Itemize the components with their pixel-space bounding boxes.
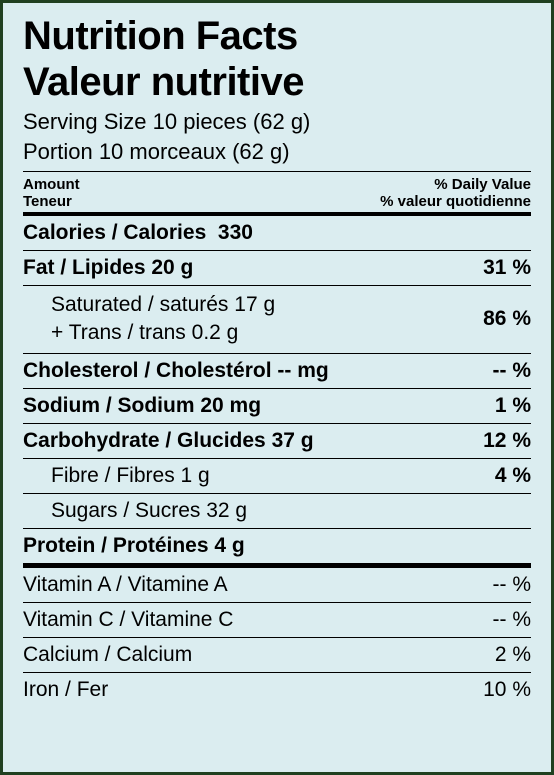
vitamin-label: Iron / Fer <box>23 678 108 702</box>
nutrient-row: Cholesterol / Cholestérol -- mg -- % <box>23 353 531 388</box>
nutrient-pct: 86 % <box>483 307 531 331</box>
amount-fr: Teneur <box>23 193 80 210</box>
serving-en: Serving Size 10 pieces (62 g) <box>23 109 531 135</box>
nutrient-label: Sugars / Sucres 32 g <box>23 499 247 523</box>
nutrient-row: Fat / Lipides 20 g 31 % <box>23 250 531 285</box>
nutrient-pct: -- % <box>493 359 532 383</box>
title-fr: Valeur nutritive <box>23 59 531 105</box>
nutrient-label: Cholesterol / Cholestérol -- mg <box>23 359 329 383</box>
vitamin-row: Calcium / Calcium 2 % <box>23 637 531 672</box>
nutrient-label: Sodium / Sodium 20 mg <box>23 394 261 418</box>
nutrient-row: Carbohydrate / Glucides 37 g 12 % <box>23 423 531 458</box>
divider <box>23 171 531 172</box>
nutrient-row: Saturated / saturés 17 g+ Trans / trans … <box>23 285 531 353</box>
vitamin-pct: -- % <box>493 573 532 597</box>
nutrient-row: Protein / Protéines 4 g <box>23 528 531 563</box>
column-header: Amount Teneur % Daily Value % valeur quo… <box>23 176 531 210</box>
title-en: Nutrition Facts <box>23 13 531 59</box>
vitamin-label: Calcium / Calcium <box>23 643 192 667</box>
amount-en: Amount <box>23 176 80 193</box>
nutrient-label: Carbohydrate / Glucides 37 g <box>23 429 314 453</box>
nutrient-pct: 12 % <box>483 429 531 453</box>
nutrient-pct: 1 % <box>495 394 531 418</box>
nutrient-label: Fibre / Fibres 1 g <box>23 464 210 488</box>
vitamin-row: Iron / Fer 10 % <box>23 672 531 707</box>
vitamin-row: Vitamin C / Vitamine C -- % <box>23 602 531 637</box>
vitamin-pct: 2 % <box>495 643 531 667</box>
nutrient-row: Fibre / Fibres 1 g 4 % <box>23 458 531 493</box>
nutrient-label: Fat / Lipides 20 g <box>23 256 193 280</box>
nutrient-row: Sodium / Sodium 20 mg 1 % <box>23 388 531 423</box>
nutrient-pct: 4 % <box>495 464 531 488</box>
vitamin-label: Vitamin C / Vitamine C <box>23 608 233 632</box>
vitamin-row: Vitamin A / Vitamine A -- % <box>23 563 531 602</box>
nutrient-label: Saturated / saturés 17 g+ Trans / trans … <box>23 291 275 348</box>
vitamin-label: Vitamin A / Vitamine A <box>23 573 228 597</box>
nutrition-panel: Nutrition Facts Valeur nutritive Serving… <box>0 0 554 775</box>
serving-fr: Portion 10 morceaux (62 g) <box>23 139 531 165</box>
nutrient-pct: 31 % <box>483 256 531 280</box>
nutrient-label: Protein / Protéines 4 g <box>23 534 245 558</box>
vitamin-pct: -- % <box>493 608 532 632</box>
dv-en: % Daily Value <box>380 176 531 193</box>
dv-fr: % valeur quotidienne <box>380 193 531 210</box>
calories-row: Calories / Calories 330 <box>23 216 531 250</box>
vitamin-pct: 10 % <box>483 678 531 702</box>
nutrient-row: Sugars / Sucres 32 g <box>23 493 531 528</box>
